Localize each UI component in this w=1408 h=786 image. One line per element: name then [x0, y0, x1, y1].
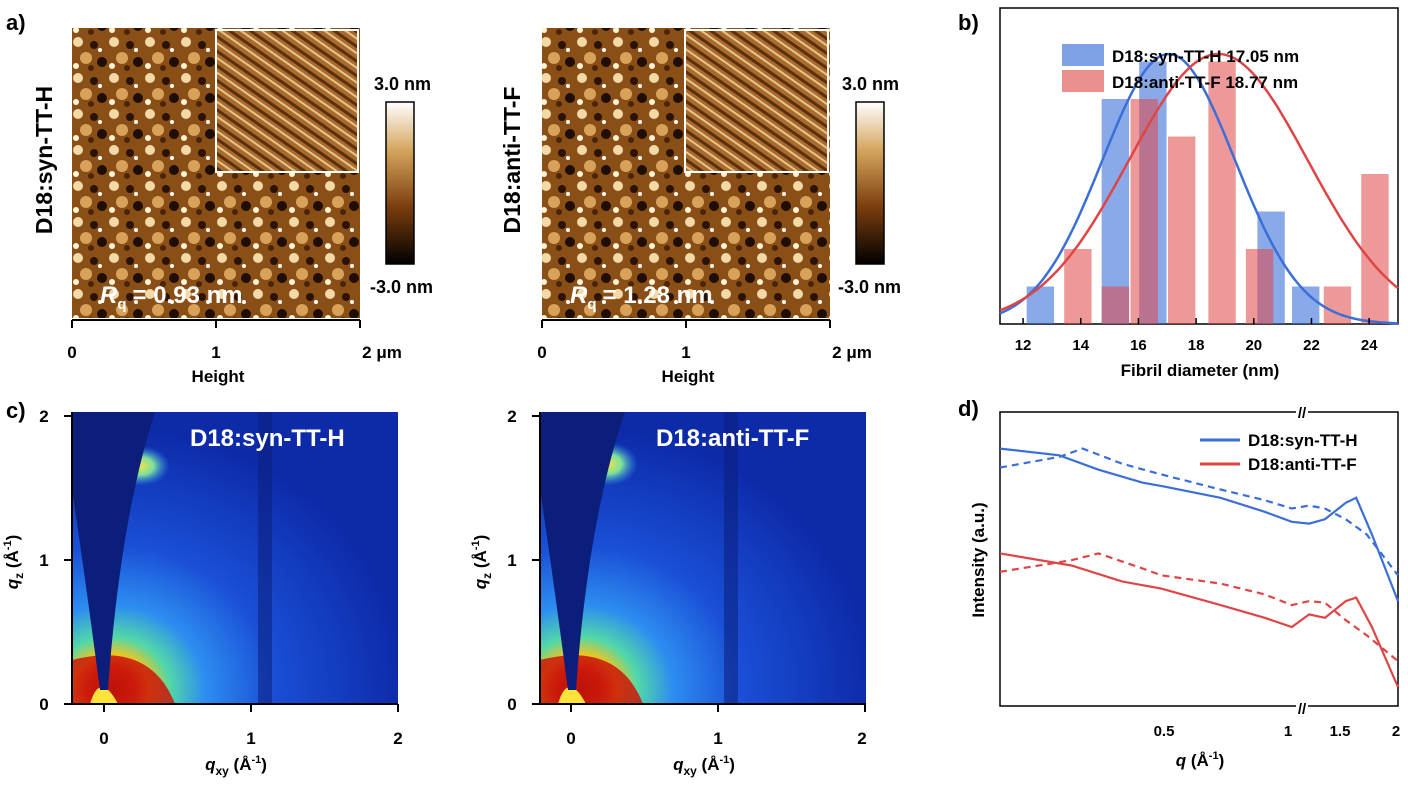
- colorbar-max-label: 3.0 nm: [374, 74, 431, 94]
- histogram-bar-anti: [1245, 249, 1274, 324]
- afm-x-tick: 1: [681, 343, 690, 362]
- intensity-line-anti-solid: [999, 552, 1400, 688]
- giwaxs-y-tick: 1: [39, 551, 48, 570]
- giwaxs-y-tick: 1: [507, 551, 516, 570]
- afm-sample-label-anti: D18:anti-TT-F: [499, 87, 525, 234]
- giwaxs-x-label: qxy (Å-1): [205, 754, 267, 778]
- histogram-bar-anti: [1130, 99, 1158, 324]
- legend-label-anti: D18:anti-TT-F: [1248, 455, 1357, 474]
- line-x-tick: 0.5: [1154, 723, 1175, 740]
- histogram-bar-anti: [1167, 136, 1196, 324]
- histogram-bar-anti: [1064, 249, 1092, 324]
- giwaxs-x-tick: 2: [393, 729, 402, 748]
- intensity-line-syn-dashed: [999, 447, 1399, 576]
- histogram-panel: 12 14 16 18 20 22 24 Fibril diameter (nm) D18:…: [999, 7, 1399, 380]
- axis-break-mark: //: [1298, 405, 1307, 422]
- afm-colorbar-2: 3.0 nm -3.0 nm: [838, 74, 901, 297]
- histogram-x-tick: 16: [1130, 337, 1147, 354]
- histogram-bar-anti: [1323, 286, 1352, 324]
- line-legend: D18:syn-TT-H D18:anti-TT-F: [1200, 431, 1358, 474]
- afm-x-tick: 0: [67, 343, 76, 362]
- giwaxs-y-tick: 0: [507, 695, 516, 714]
- giwaxs-x-tick: 1: [246, 729, 255, 748]
- colorbar: [385, 101, 415, 265]
- afm-image-syn: D18:syn-TT-H Rq = 0.93 nm 0 1 2 μm Height: [31, 28, 402, 386]
- giwaxs-y-tick: 2: [507, 407, 516, 426]
- afm-inset-image: [215, 29, 359, 173]
- line-frame: [999, 411, 1399, 707]
- panel-label-a: a): [6, 10, 26, 35]
- histogram-frame: [999, 7, 1399, 325]
- giwaxs-x-tick: 2: [857, 729, 866, 748]
- giwaxs-image-syn: D18:syn-TT-H 0 1 2 0 1 2 qxy (Å-1) qz (Å…: [2, 407, 403, 778]
- histogram-x-tick: 18: [1188, 337, 1205, 354]
- giwaxs-y-label: qz (Å-1): [2, 535, 26, 590]
- giwaxs-y-tick: 2: [39, 407, 48, 426]
- axis-break-mark: //: [1298, 701, 1307, 718]
- legend-label-syn: D18:syn-TT-H: [1248, 431, 1358, 450]
- afm-x-tick: 2 μm: [832, 343, 872, 362]
- colorbar: [855, 101, 885, 265]
- line-x-label: q (Å-1): [1176, 750, 1225, 770]
- afm-x-label: Height: [192, 367, 245, 386]
- histogram-bar-anti: [1361, 174, 1389, 324]
- line-x-tick: 1.5: [1330, 723, 1351, 740]
- giwaxs-y-label: qz (Å-1): [470, 535, 494, 590]
- colorbar-min-label: -3.0 nm: [370, 277, 433, 297]
- giwaxs-x-label: qxy (Å-1): [673, 754, 735, 778]
- histogram-x-label: Fibril diameter (nm): [1121, 361, 1280, 380]
- histogram-x-tick: 12: [1015, 337, 1032, 354]
- line-y-label: Intensity (a.u.): [969, 502, 988, 617]
- legend-label-syn: D18:syn-TT-H 17.05 nm: [1112, 47, 1299, 66]
- intensity-line-syn-solid: [999, 447, 1400, 602]
- histogram-x-tick: 20: [1245, 337, 1262, 354]
- panel-label-c: c): [6, 398, 26, 423]
- afm-sample-label-syn: D18:syn-TT-H: [31, 86, 57, 234]
- histogram-x-tick: 22: [1303, 337, 1320, 354]
- histogram-x-tick: 24: [1361, 337, 1378, 354]
- line-panel: // // 0.5 1 1.5 2 q (Å-1) Intensity (a.u…: [969, 404, 1400, 770]
- panel-label-d: d): [958, 396, 979, 421]
- giwaxs-x-tick: 0: [566, 729, 575, 748]
- gaussian-fit-anti: [999, 52, 1399, 312]
- giwaxs-x-tick: 1: [713, 729, 722, 748]
- afm-x-tick: 2 μm: [362, 343, 402, 362]
- colorbar-min-label: -3.0 nm: [838, 277, 901, 297]
- line-x-tick: 2: [1392, 723, 1400, 740]
- afm-x-tick: 0: [537, 343, 546, 362]
- afm-x-tick: 1: [211, 343, 220, 362]
- giwaxs-y-tick: 0: [39, 695, 48, 714]
- intensity-line-anti-dashed: [999, 552, 1399, 662]
- giwaxs-x-tick: 0: [99, 729, 108, 748]
- histogram-legend: D18:syn-TT-H 17.05 nm D18:anti-TT-F 18.7…: [1062, 44, 1299, 92]
- colorbar-max-label: 3.0 nm: [842, 74, 899, 94]
- legend-label-anti: D18:anti-TT-F 18.77 nm: [1112, 73, 1298, 92]
- legend-swatch-anti: [1062, 70, 1104, 92]
- giwaxs-image-anti: D18:anti-TT-F 0 1 2 0 1 2 qxy (Å-1) qz (…: [470, 407, 867, 778]
- histogram-bar-anti: [1101, 286, 1130, 324]
- gaussian-fit-syn: [999, 52, 1399, 325]
- afm-rq-label: Rq = 1.28 nm: [570, 282, 713, 313]
- afm-rq-label: Rq = 0.93 nm: [100, 282, 243, 313]
- afm-inset-image: [684, 29, 829, 173]
- afm-x-label: Height: [662, 367, 715, 386]
- giwaxs-title: D18:anti-TT-F: [656, 425, 809, 452]
- afm-image-anti: D18:anti-TT-F Rq = 1.28 nm 0 1 2 μm Heigh…: [499, 28, 872, 386]
- legend-swatch-syn: [1062, 44, 1104, 66]
- giwaxs-title: D18:syn-TT-H: [190, 425, 345, 452]
- afm-colorbar-1: 3.0 nm -3.0 nm: [370, 74, 433, 297]
- histogram-x-tick: 14: [1072, 337, 1089, 354]
- histogram-bar-anti: [1208, 61, 1236, 324]
- line-x-tick: 1: [1284, 723, 1292, 740]
- panel-label-b: b): [958, 10, 979, 35]
